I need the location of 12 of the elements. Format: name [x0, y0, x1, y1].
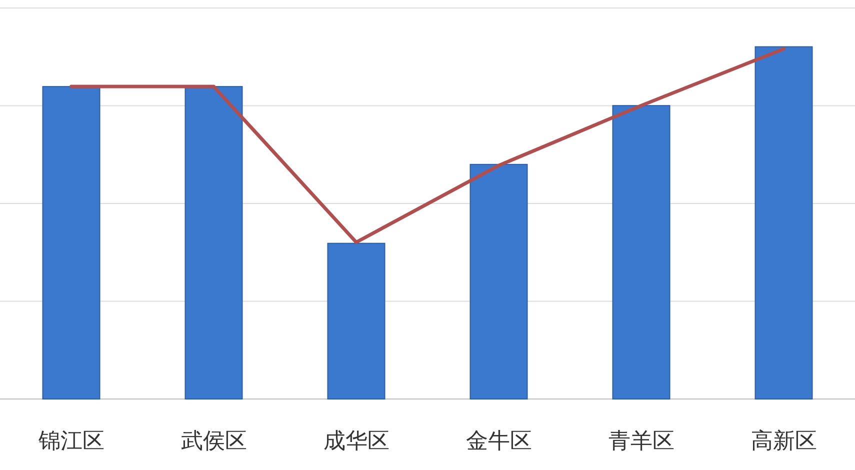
x-tick-label: 高新区: [750, 429, 817, 454]
x-tick-label: 金牛区: [466, 429, 532, 454]
x-tick-label: 锦江区: [37, 429, 104, 454]
x-tick-label: 武侯区: [180, 429, 247, 454]
bar: [184, 86, 243, 400]
x-tick-label: 成华区: [323, 429, 390, 454]
x-tick-label: 青羊区: [608, 429, 674, 454]
bar: [470, 164, 528, 400]
bar: [612, 105, 670, 400]
bar: [754, 46, 813, 400]
bar: [42, 86, 100, 400]
bar: [327, 242, 386, 400]
